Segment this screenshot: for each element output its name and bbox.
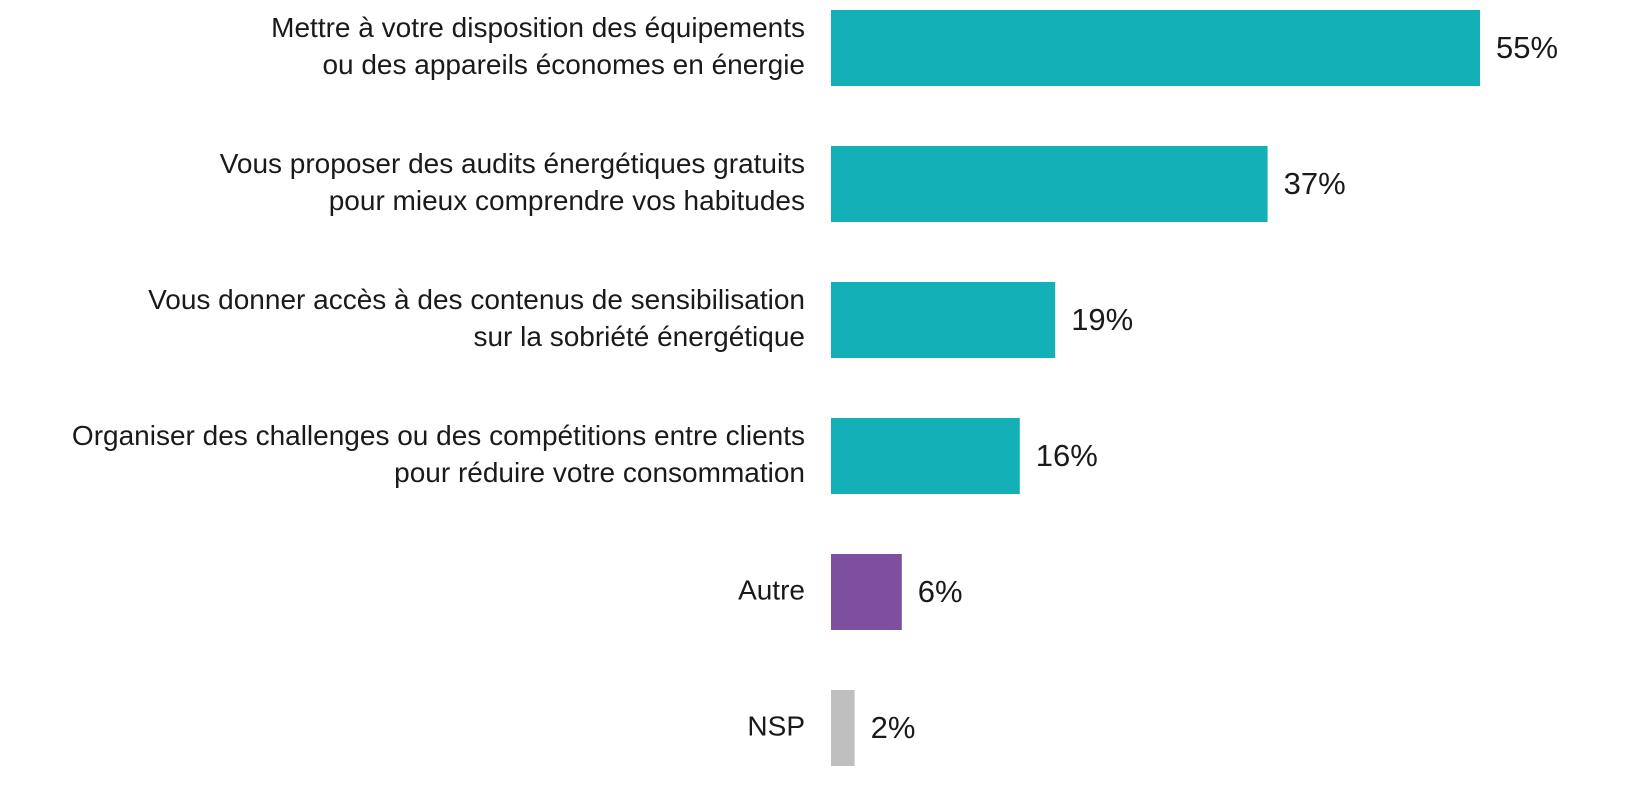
bar [831, 10, 1480, 86]
category-label: sur la sobriété énergétique [473, 321, 805, 352]
value-label: 55% [1496, 30, 1558, 65]
category-label: NSP [747, 710, 805, 741]
bar [831, 146, 1268, 222]
value-label: 19% [1071, 302, 1133, 337]
category-label: Organiser des challenges ou des compétit… [72, 420, 805, 451]
value-label: 6% [918, 574, 963, 609]
category-label: pour réduire votre consommation [394, 457, 805, 488]
category-label: Vous donner accès à des contenus de sens… [148, 284, 805, 315]
category-label: Autre [738, 574, 805, 605]
category-label: Vous proposer des audits énergétiques gr… [220, 148, 805, 179]
bar [831, 418, 1020, 494]
bar [831, 690, 855, 766]
category-label: Mettre à votre disposition des équipemen… [271, 12, 805, 43]
value-label: 2% [871, 710, 916, 745]
bar [831, 282, 1056, 358]
value-label: 37% [1284, 166, 1346, 201]
value-label: 16% [1036, 438, 1098, 473]
category-label: pour mieux comprendre vos habitudes [329, 185, 805, 216]
bar [831, 554, 902, 630]
category-label: ou des appareils économes en énergie [322, 49, 805, 80]
